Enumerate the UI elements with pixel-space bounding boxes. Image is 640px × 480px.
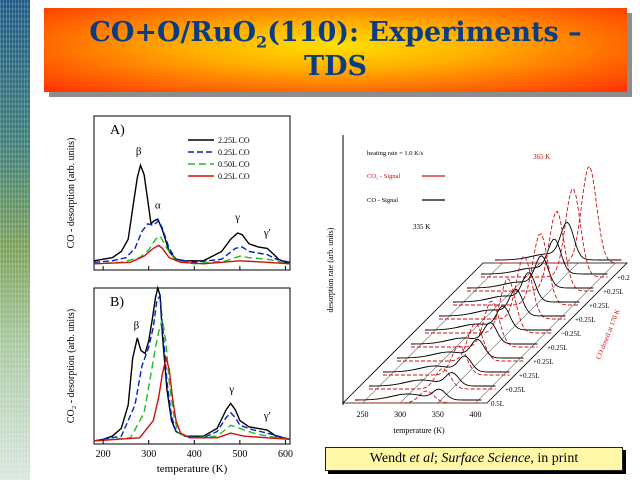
citation-authors: Wendt xyxy=(369,451,410,466)
co-slice-curve xyxy=(397,338,524,359)
slice-dose-label: +0.25L xyxy=(617,274,630,282)
series-line-1 xyxy=(93,285,291,442)
slice-dose-label: +0.25L xyxy=(575,316,595,324)
series-line-3 xyxy=(93,235,291,265)
peak-annotation-co2: 365 K xyxy=(533,153,550,161)
legend-label-co: CO - Signal xyxy=(367,197,398,204)
slide-title: CO+O/RuO2(110): Experiments – TDS xyxy=(44,16,627,84)
co-slice-curve xyxy=(369,372,496,387)
floor-grid-line xyxy=(437,262,579,404)
tds-co2-chart: 200 300 400 500 600 temperature (K) CO₂ - deso… xyxy=(66,285,293,475)
y-axis-label: CO - desorption (arb. units) xyxy=(66,138,77,249)
co2-slice-curve xyxy=(439,255,566,320)
x-tick-label: 300 xyxy=(394,410,406,419)
tds-co-chart: CO - desorption (arb. units) A) β α γ γ' 2.25L… xyxy=(66,115,291,271)
co2-slice-curve xyxy=(383,345,510,376)
panel-label: B) xyxy=(110,295,124,310)
slice-dose-label: ~0.25L xyxy=(561,330,581,338)
co2-slice-curve xyxy=(425,278,552,334)
x-tick-label: 300 xyxy=(141,449,156,460)
peak-annotation: α xyxy=(155,199,161,211)
x-tick-label: 400 xyxy=(187,449,202,460)
co2-slice-curve xyxy=(355,390,482,404)
co-slice-curve xyxy=(425,305,552,331)
legend-label: 2.25L CO xyxy=(218,136,250,145)
series-line-2 xyxy=(93,293,291,442)
co-slice-curve xyxy=(467,255,594,289)
peak-annotation: γ xyxy=(228,384,234,396)
slice-dose-label: +0.25L xyxy=(603,288,623,296)
series-line-4 xyxy=(93,355,291,442)
legend-label: 0.25L CO xyxy=(218,148,250,157)
plot-frame xyxy=(93,287,291,445)
co2-slice-curve xyxy=(467,210,594,292)
peak-annotation: γ xyxy=(234,212,240,224)
plot-frame xyxy=(93,115,291,271)
x-tick-label: 350 xyxy=(432,410,444,419)
co-slice-curve xyxy=(453,272,580,303)
slice-dose-label: +0.25L xyxy=(533,358,553,366)
peak-annotation: γ' xyxy=(263,227,271,239)
legend-heating-rate: heating rate = 1.0 K/s xyxy=(367,150,424,157)
co-slice-curve xyxy=(383,355,510,373)
citation-etal: et al xyxy=(409,451,434,466)
x-tick-label: 600 xyxy=(278,449,293,460)
co-slice-curve xyxy=(495,221,622,261)
slice-dose-label: +0.25L xyxy=(519,372,539,380)
x-tick-label: 250 xyxy=(357,410,369,419)
depth-axis-label: CO dosed at 170 K xyxy=(594,308,622,361)
x-axis-label: temperature (K) xyxy=(393,426,445,435)
title-part-1: CO+O/RuO xyxy=(89,17,256,48)
x-axis-label: temperature (K) xyxy=(157,463,228,475)
series-line-4 xyxy=(93,244,291,265)
y-axis-label: desorption rate (arb. units) xyxy=(326,227,335,312)
co2-slice-curve xyxy=(411,300,538,348)
peak-annotation: β xyxy=(136,146,142,158)
slice-dose-label: +0.25L xyxy=(589,302,609,310)
citation-box: Wendt et al; Surface Science, in print xyxy=(325,447,623,471)
co-slice-curve xyxy=(355,388,482,401)
base-frame xyxy=(342,262,628,404)
co2-slice-curve xyxy=(397,323,524,362)
co2-slice-curve xyxy=(369,368,496,390)
co-slice-curve xyxy=(439,288,566,317)
co-slice-curve xyxy=(481,238,608,275)
series-line-1 xyxy=(93,163,290,263)
floor-grid-line xyxy=(475,262,616,404)
citation-status: , in print xyxy=(530,451,579,466)
citation-journal: Surface Science xyxy=(441,451,531,466)
slice-dose-label: +0.25L xyxy=(505,386,525,394)
slice-dose-label: 0.5L xyxy=(491,400,504,408)
legend-label-co2: CO₂ - Signal xyxy=(367,173,401,180)
x-tick-label: 200 xyxy=(96,449,111,460)
tds-3d-waterfall-chart: 250 300 350 400 temperature (K) desorption ra… xyxy=(326,135,630,435)
title-part-2: (110): Experiments – xyxy=(267,17,582,48)
y-axis-label: CO₂ - desorption (arb. units) xyxy=(66,309,77,423)
legend-label: 0.25L CO xyxy=(218,172,250,181)
co2-slice-curve xyxy=(453,233,580,306)
co2-slice-curve xyxy=(495,165,622,264)
x-tick-label: 400 xyxy=(469,410,481,419)
citation-separator: ; xyxy=(433,451,442,466)
co-slice-curve xyxy=(411,321,538,345)
title-subscript: 2 xyxy=(256,32,268,52)
title-line-2: TDS xyxy=(303,51,367,82)
series-line-3 xyxy=(93,319,291,442)
slide-decorative-sidebar xyxy=(0,0,30,480)
co2-slice-curve xyxy=(481,188,608,278)
panel-label: A) xyxy=(110,123,125,138)
x-tick-label: 500 xyxy=(232,449,247,460)
peak-annotation: β xyxy=(134,320,140,332)
series-line-2 xyxy=(93,219,291,264)
peak-annotation: γ' xyxy=(263,410,271,422)
peak-annotation-co: 335 K xyxy=(413,223,430,231)
slide-title-banner: CO+O/RuO2(110): Experiments – TDS xyxy=(44,8,627,92)
slice-dose-label: +0.25L xyxy=(547,344,567,352)
legend-label: 0.50L CO xyxy=(218,160,250,169)
